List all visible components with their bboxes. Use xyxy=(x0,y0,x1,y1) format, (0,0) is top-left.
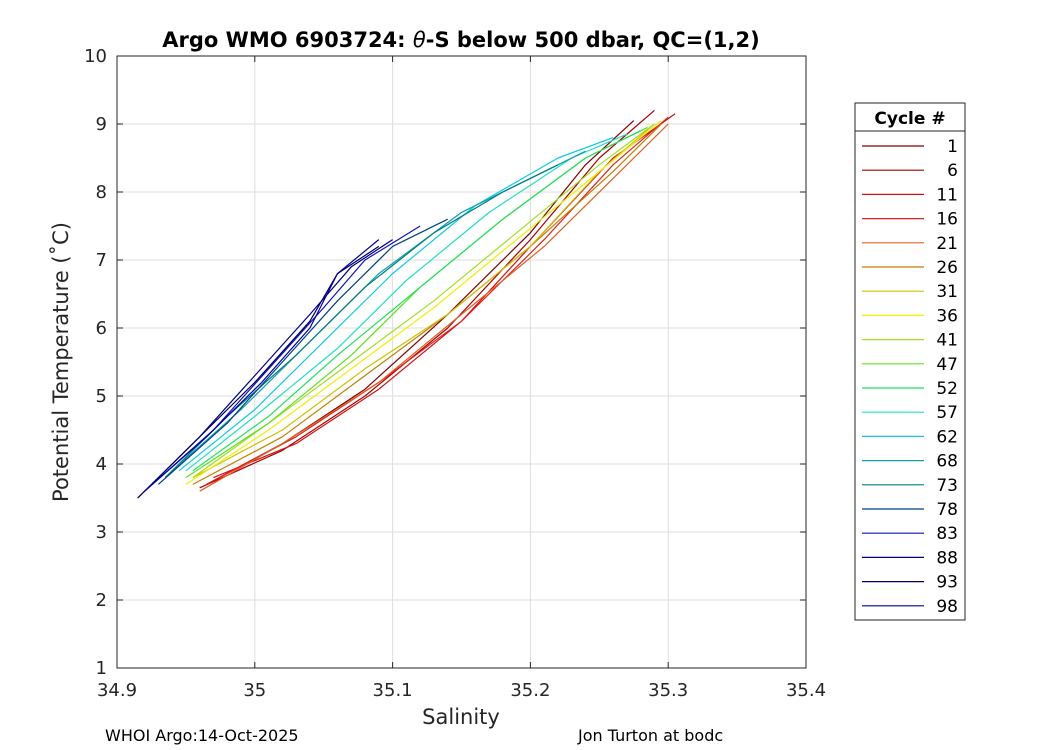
tick-labels: 34.9 35 35.1 35.2 35.3 35.4 1 2 3 4 5 6 7 8 9 10 xyxy=(84,46,826,701)
legend-label: 73 xyxy=(936,476,958,496)
plot-frame xyxy=(116,55,807,669)
y-tick-label: 6 xyxy=(96,318,107,339)
legend-label: 31 xyxy=(936,282,958,302)
series-line-cycle-21 xyxy=(199,123,669,492)
footer-right: Jon Turton at bodc xyxy=(577,726,723,745)
legend-label: 36 xyxy=(936,306,958,326)
chart-title-suffix: -S below 500 dbar, QC=(1,2) xyxy=(426,28,760,52)
chart-title-theta: θ xyxy=(413,28,426,52)
legend-label: 41 xyxy=(936,331,958,351)
series-line-cycle-52 xyxy=(192,130,641,472)
legend-label: 26 xyxy=(936,258,958,278)
x-tick-label: 35.2 xyxy=(510,680,550,701)
legend-label: 11 xyxy=(936,185,958,205)
series-line-cycle-93 xyxy=(137,245,380,499)
y-tick-label: 2 xyxy=(96,590,107,611)
y-tick-label: 3 xyxy=(96,522,107,543)
legend-label: 6 xyxy=(947,161,958,181)
legend-label: 93 xyxy=(936,573,958,593)
chart-title: Argo WMO 6903724: θ-S below 500 dbar, QC… xyxy=(162,28,759,52)
series-line-cycle-62 xyxy=(178,137,614,472)
y-tick-label: 5 xyxy=(96,386,107,407)
chart-title-prefix: Argo WMO 6903724: xyxy=(162,28,413,52)
legend-label: 98 xyxy=(936,597,958,617)
y-tick-label: 7 xyxy=(96,250,107,271)
legend-title: Cycle # xyxy=(874,109,945,129)
plot-area xyxy=(117,56,806,668)
legend-label: 1 xyxy=(947,137,958,157)
x-axis-label: Salinity xyxy=(422,705,500,729)
x-tick-label: 34.9 xyxy=(97,680,137,701)
series-line-cycle-6 xyxy=(199,109,655,489)
series-line-cycle-16 xyxy=(206,116,669,485)
y-tick-label: 1 xyxy=(96,658,107,679)
legend-label: 47 xyxy=(936,355,958,375)
series-line-cycle-98 xyxy=(144,239,380,492)
legend-label: 68 xyxy=(936,452,958,472)
legend-label: 78 xyxy=(936,500,958,520)
x-tick-label: 35.1 xyxy=(373,680,413,701)
y-tick-label: 8 xyxy=(96,182,107,203)
y-tick-label: 9 xyxy=(96,114,107,135)
series-line-cycle-36 xyxy=(185,120,662,485)
legend-label: 21 xyxy=(936,234,958,254)
legend-label: 88 xyxy=(936,548,958,568)
footer-left: WHOI Argo:14-Oct-2025 xyxy=(105,726,299,745)
x-tick-label: 35.4 xyxy=(786,680,826,701)
legend-label: 16 xyxy=(936,210,958,230)
legend-label: 83 xyxy=(936,524,958,544)
series-layer xyxy=(137,109,676,499)
y-tick-label: 10 xyxy=(84,46,107,67)
legend-label: 62 xyxy=(936,427,958,447)
series-line-cycle-78 xyxy=(157,218,448,485)
legend-label: 52 xyxy=(936,379,958,399)
legend: Cycle # 16111621263136414752576268737883… xyxy=(854,102,966,621)
y-tick-label: 4 xyxy=(96,454,107,475)
legend-label: 57 xyxy=(936,403,958,423)
gridlines xyxy=(116,55,807,669)
x-tick-label: 35 xyxy=(243,680,266,701)
y-axis-label: Potential Temperature (˚C) xyxy=(49,222,73,502)
x-tick-label: 35.3 xyxy=(648,680,688,701)
legend-box xyxy=(854,102,966,621)
axis-ticks xyxy=(116,55,807,669)
